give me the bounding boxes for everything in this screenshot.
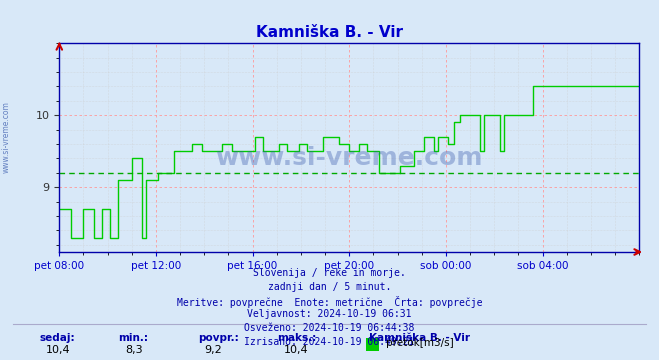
- Text: sedaj:: sedaj:: [40, 333, 75, 343]
- Text: 10,4: 10,4: [283, 345, 308, 355]
- Text: Meritve: povprečne  Enote: metrične  Črta: povprečje: Meritve: povprečne Enote: metrične Črta:…: [177, 296, 482, 307]
- Text: Osveženo: 2024-10-19 06:44:38: Osveženo: 2024-10-19 06:44:38: [244, 323, 415, 333]
- Text: zadnji dan / 5 minut.: zadnji dan / 5 minut.: [268, 282, 391, 292]
- Text: 8,3: 8,3: [125, 345, 143, 355]
- Text: pretok[m3/s]: pretok[m3/s]: [386, 338, 453, 348]
- Text: Kamniška B. - Vir: Kamniška B. - Vir: [369, 333, 470, 343]
- Text: 10,4: 10,4: [46, 345, 71, 355]
- Text: Veljavnost: 2024-10-19 06:31: Veljavnost: 2024-10-19 06:31: [247, 309, 412, 319]
- Text: www.si-vreme.com: www.si-vreme.com: [2, 101, 11, 173]
- Text: min.:: min.:: [119, 333, 149, 343]
- Text: maks.:: maks.:: [277, 333, 316, 343]
- Text: www.si-vreme.com: www.si-vreme.com: [215, 146, 483, 170]
- Text: Kamniška B. - Vir: Kamniška B. - Vir: [256, 25, 403, 40]
- Text: 9,2: 9,2: [204, 345, 222, 355]
- Text: Slovenija / reke in morje.: Slovenija / reke in morje.: [253, 268, 406, 278]
- Text: Izrisano: 2024-10-19 06:49:21: Izrisano: 2024-10-19 06:49:21: [244, 337, 415, 347]
- Text: povpr.:: povpr.:: [198, 333, 239, 343]
